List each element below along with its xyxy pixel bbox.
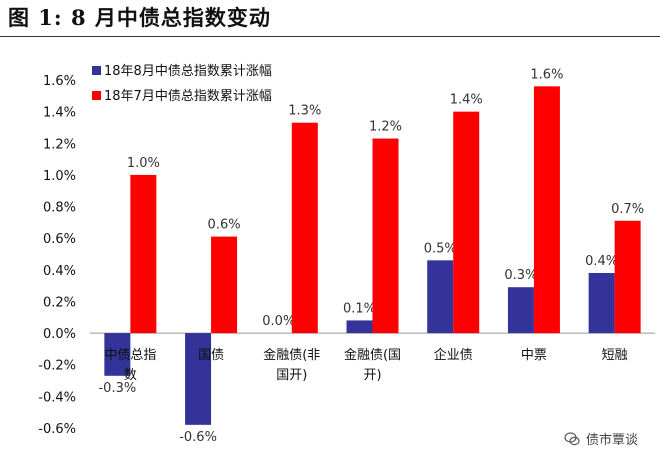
data-label-jul: 1.4% [450, 93, 483, 108]
bar-jul [614, 220, 641, 334]
bar-jul [291, 122, 318, 334]
y-tick-label: 1.2% [43, 137, 76, 152]
bar-aug [427, 260, 454, 334]
y-tick-label: 0.8% [43, 201, 76, 216]
y-tick-label: -0.2% [38, 359, 76, 374]
data-label-aug: 0.5% [424, 241, 457, 256]
data-label-aug: 0.3% [504, 268, 537, 283]
data-label-jul: 1.6% [530, 67, 563, 82]
bar-jul [130, 174, 157, 334]
category-label: 金融债(国 [344, 347, 401, 363]
title-rule [0, 36, 660, 37]
data-label-jul: 0.7% [611, 202, 644, 217]
y-tick-label: 0.4% [43, 264, 76, 279]
legend-swatch [92, 91, 101, 100]
figure-title: 图 1: 8 月中债总指数变动 [8, 5, 271, 30]
category-label: 国债 [198, 348, 224, 363]
bar-jul [372, 138, 399, 334]
data-label-aug: 0.4% [585, 254, 618, 269]
bar-aug [104, 333, 131, 376]
legend-label: 18年7月中债总指数累计涨幅 [104, 89, 272, 104]
legend-swatch [92, 66, 101, 75]
category-label: 企业债 [434, 347, 473, 363]
y-tick-label: 0.6% [43, 232, 76, 247]
category-label: 金融债(非 [263, 347, 320, 363]
y-tick-label: 1.0% [43, 169, 76, 184]
legend-label: 18年8月中债总指数累计涨幅 [104, 64, 272, 79]
data-label-aug: -0.6% [179, 430, 217, 445]
category-label: 短融 [602, 348, 628, 363]
data-label-aug: -0.3% [98, 381, 136, 396]
bar-jul [533, 86, 560, 334]
bar-aug [346, 320, 373, 334]
y-tick-label: -0.4% [38, 390, 76, 405]
category-label: 国开) [276, 368, 307, 383]
data-label-jul: 0.6% [208, 218, 241, 233]
data-label-jul: 1.0% [127, 156, 160, 171]
watermark: 债市覃谈 [564, 429, 638, 448]
category-label: 数 [124, 368, 137, 383]
category-label: 开) [363, 368, 381, 383]
y-tick-label: -0.6% [38, 422, 76, 437]
bar-aug [507, 287, 534, 334]
y-tick-label: 1.6% [43, 74, 76, 89]
data-label-aug: 0.1% [343, 301, 376, 316]
watermark-text: 债市覃谈 [585, 433, 638, 448]
category-label: 中债总指 [104, 348, 156, 363]
data-label-aug: 0.0% [262, 314, 295, 329]
y-tick-label: 1.4% [43, 106, 76, 121]
y-tick-label: 0.0% [43, 327, 76, 342]
wechat-icon [564, 431, 580, 445]
data-label-jul: 1.3% [288, 104, 321, 119]
bar-jul [211, 236, 238, 334]
data-label-jul: 1.2% [369, 120, 402, 135]
bar-aug [588, 272, 615, 334]
bar-aug [185, 333, 212, 425]
y-tick-label: 0.2% [43, 295, 76, 310]
category-label: 中票 [521, 348, 547, 363]
bar-jul [453, 111, 480, 334]
